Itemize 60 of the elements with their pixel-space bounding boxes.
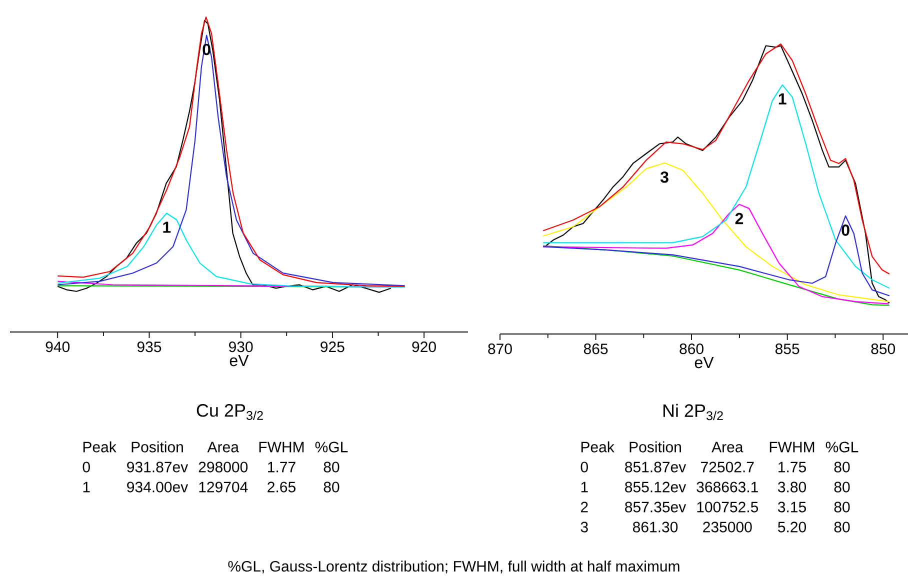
x-tick-label: 850 [871, 344, 896, 354]
text: 80 [834, 522, 850, 532]
text: Area [712, 442, 744, 452]
text: 80 [324, 462, 340, 472]
x-tick-label: 925 [320, 342, 344, 352]
x-tick-label: 860 [680, 344, 704, 354]
text: 80 [834, 482, 850, 492]
x-tick-label: 865 [584, 344, 608, 354]
annotation: 2 [735, 212, 744, 224]
text: 851.87ev [625, 462, 686, 472]
text: 857.35ev [625, 502, 686, 512]
text: Position [132, 441, 183, 452]
text: 2 [580, 502, 588, 512]
text: Peak [83, 441, 116, 452]
text: FWHM [259, 442, 304, 452]
text: 0 [580, 462, 588, 472]
text: 5.20 [778, 522, 806, 532]
text: 3 [580, 522, 588, 532]
annotation: 1 [778, 93, 786, 104]
text: 934.00ev [127, 482, 188, 492]
text: Ni 2P$_{3/2}$ [663, 404, 723, 420]
text: 129704 [199, 482, 248, 492]
text: %GL, Gauss-Lorentz distribution; FWHM, full width at half maximum [228, 560, 680, 574]
text: %GL [826, 442, 858, 452]
text: %GL [315, 442, 348, 452]
x-tick-label: 935 [137, 342, 162, 352]
x-tick-label: 855 [775, 344, 800, 354]
text: 100752.5 [697, 502, 758, 512]
text: 2.65 [268, 482, 296, 492]
text: 931.87ev [127, 462, 188, 472]
text: 3.80 [778, 482, 806, 492]
text: 3.15 [778, 502, 806, 512]
text: 368663.1 [696, 482, 758, 492]
annotation: 0 [842, 224, 850, 236]
x-axis-title: eV [230, 355, 249, 366]
text: 80 [834, 462, 850, 472]
text: 1 [581, 482, 588, 492]
text: Peak [581, 441, 614, 452]
text: 235000 [703, 522, 752, 532]
text: 80 [324, 482, 340, 492]
x-tick-label: 920 [412, 342, 436, 352]
text: 298000 [198, 462, 248, 472]
x-tick-label: 940 [46, 342, 70, 352]
text: 72502.7 [701, 462, 754, 472]
text: Area [207, 442, 239, 452]
text: 1.75 [778, 462, 806, 472]
text: 861.30 [632, 522, 678, 532]
annotation: 3 [660, 171, 668, 183]
text: Position [630, 441, 681, 452]
x-tick-label: 930 [229, 342, 253, 352]
annotation: 1 [163, 222, 171, 233]
text: 0 [82, 462, 90, 472]
text: Cu 2P$_{3/2}$ [196, 404, 263, 420]
text: 80 [834, 502, 850, 512]
text: 1 [83, 482, 90, 492]
text: 1.77 [268, 462, 296, 472]
x-tick-label: 870 [488, 344, 512, 354]
text: 855.12ev [625, 482, 686, 492]
x-axis-title: eV [694, 357, 714, 368]
text: FWHM [770, 442, 814, 452]
